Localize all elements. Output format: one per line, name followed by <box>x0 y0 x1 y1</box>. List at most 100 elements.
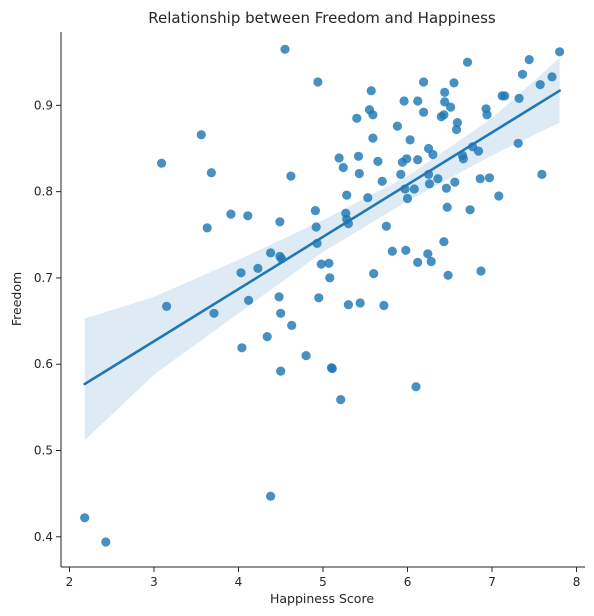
scatter-point <box>409 184 419 194</box>
scatter-point <box>311 222 321 232</box>
scatter-point <box>266 491 276 501</box>
y-tick-label: 0.8 <box>34 185 53 199</box>
scatter-point <box>325 273 335 283</box>
x-tick-label: 8 <box>573 575 581 589</box>
scatter-point <box>355 298 365 308</box>
scatter-point <box>401 245 411 255</box>
scatter-point <box>244 295 254 305</box>
scatter-point <box>314 293 324 303</box>
scatter-point <box>500 91 510 101</box>
scatter-point <box>433 174 443 184</box>
x-tick-label: 5 <box>319 575 327 589</box>
scatter-point <box>535 80 545 90</box>
scatter-point <box>484 173 495 183</box>
scatter-point <box>363 193 373 203</box>
scatter-point <box>449 78 459 88</box>
scatter-point <box>405 135 415 145</box>
scatter-point <box>274 292 284 302</box>
scatter-point <box>80 513 90 523</box>
scatter-point <box>236 268 246 278</box>
scatter-point <box>399 96 409 106</box>
scatter-point <box>206 168 216 178</box>
scatter-point <box>338 162 348 173</box>
regression-line <box>83 89 561 386</box>
scatter-point <box>301 351 311 361</box>
scatter-point <box>209 308 219 318</box>
axes-layer: 2 3 4 5 6 7 8 0.4 0.5 0.6 0.7 0.8 0.9 <box>34 32 585 589</box>
scatter-point <box>366 86 376 96</box>
y-tick-label: 0.4 <box>34 530 53 544</box>
x-tick-label: 2 <box>66 575 74 589</box>
scatter-point <box>377 176 387 186</box>
y-tick-label: 0.7 <box>34 271 53 285</box>
scatter-point <box>381 221 391 231</box>
scatter-point <box>101 537 111 547</box>
scatter-point <box>327 363 337 374</box>
scatter-point <box>494 191 504 201</box>
scatter-point <box>555 47 565 57</box>
scatter-point <box>379 300 389 311</box>
scatter-point <box>517 69 528 79</box>
scatter-point <box>280 44 290 54</box>
scatter-point <box>473 146 484 156</box>
scatter-point <box>162 301 172 311</box>
scatter-point <box>310 206 320 216</box>
scatter-point <box>352 113 362 123</box>
scatter-point <box>262 332 272 342</box>
scatter-point <box>237 343 247 353</box>
scatter-point <box>419 77 429 87</box>
scatter-point <box>226 209 236 219</box>
scatter-point <box>451 124 462 135</box>
x-axis-label: Happiness Score <box>270 591 374 606</box>
scatter-point <box>475 174 485 184</box>
scatter-points-layer <box>80 44 565 547</box>
scatter-point <box>402 193 413 204</box>
x-tick-label: 6 <box>404 575 412 589</box>
x-tick-label: 4 <box>235 575 243 589</box>
scatter-point <box>402 154 412 164</box>
scatter-point <box>440 87 450 97</box>
scatter-point <box>452 118 462 128</box>
scatter-point <box>411 382 421 392</box>
scatter-point <box>354 168 364 179</box>
scatter-point <box>324 258 334 268</box>
y-tick-label: 0.6 <box>34 357 53 371</box>
y-axis-label: Freedom <box>9 272 24 326</box>
scatter-point <box>373 156 383 166</box>
scatter-point <box>368 110 378 120</box>
scatter-point <box>396 169 406 179</box>
scatter-point <box>313 77 323 87</box>
scatter-point <box>287 320 297 330</box>
scatter-point <box>157 158 167 168</box>
chart-title: Relationship between Freedom and Happine… <box>148 9 496 27</box>
scatter-point <box>524 55 534 65</box>
scatter-point <box>392 121 402 131</box>
scatter-point <box>458 154 468 164</box>
scatter-point <box>462 57 473 67</box>
y-tick-label: 0.9 <box>34 98 53 112</box>
scatter-point <box>465 205 475 215</box>
scatter-point <box>413 155 423 165</box>
scatter-point <box>419 107 429 117</box>
scatter-point <box>446 102 456 112</box>
scatter-point <box>353 151 364 161</box>
scatter-point <box>514 93 524 103</box>
scatter-point <box>275 217 285 227</box>
scatter-point <box>342 190 352 200</box>
scatter-point <box>482 110 492 120</box>
scatter-point <box>547 72 557 82</box>
scatter-point <box>439 110 449 120</box>
scatter-point <box>442 202 452 212</box>
scatter-point <box>443 270 453 280</box>
scatter-point <box>336 395 346 405</box>
scatter-point <box>428 149 438 160</box>
scatter-point <box>368 133 378 143</box>
scatter-point <box>413 96 423 106</box>
scatter-point <box>286 171 296 181</box>
confidence-band <box>84 57 560 441</box>
scatter-point <box>253 263 263 273</box>
scatter-point <box>387 246 397 256</box>
scatter-point <box>413 257 423 267</box>
scatter-point <box>243 211 253 221</box>
